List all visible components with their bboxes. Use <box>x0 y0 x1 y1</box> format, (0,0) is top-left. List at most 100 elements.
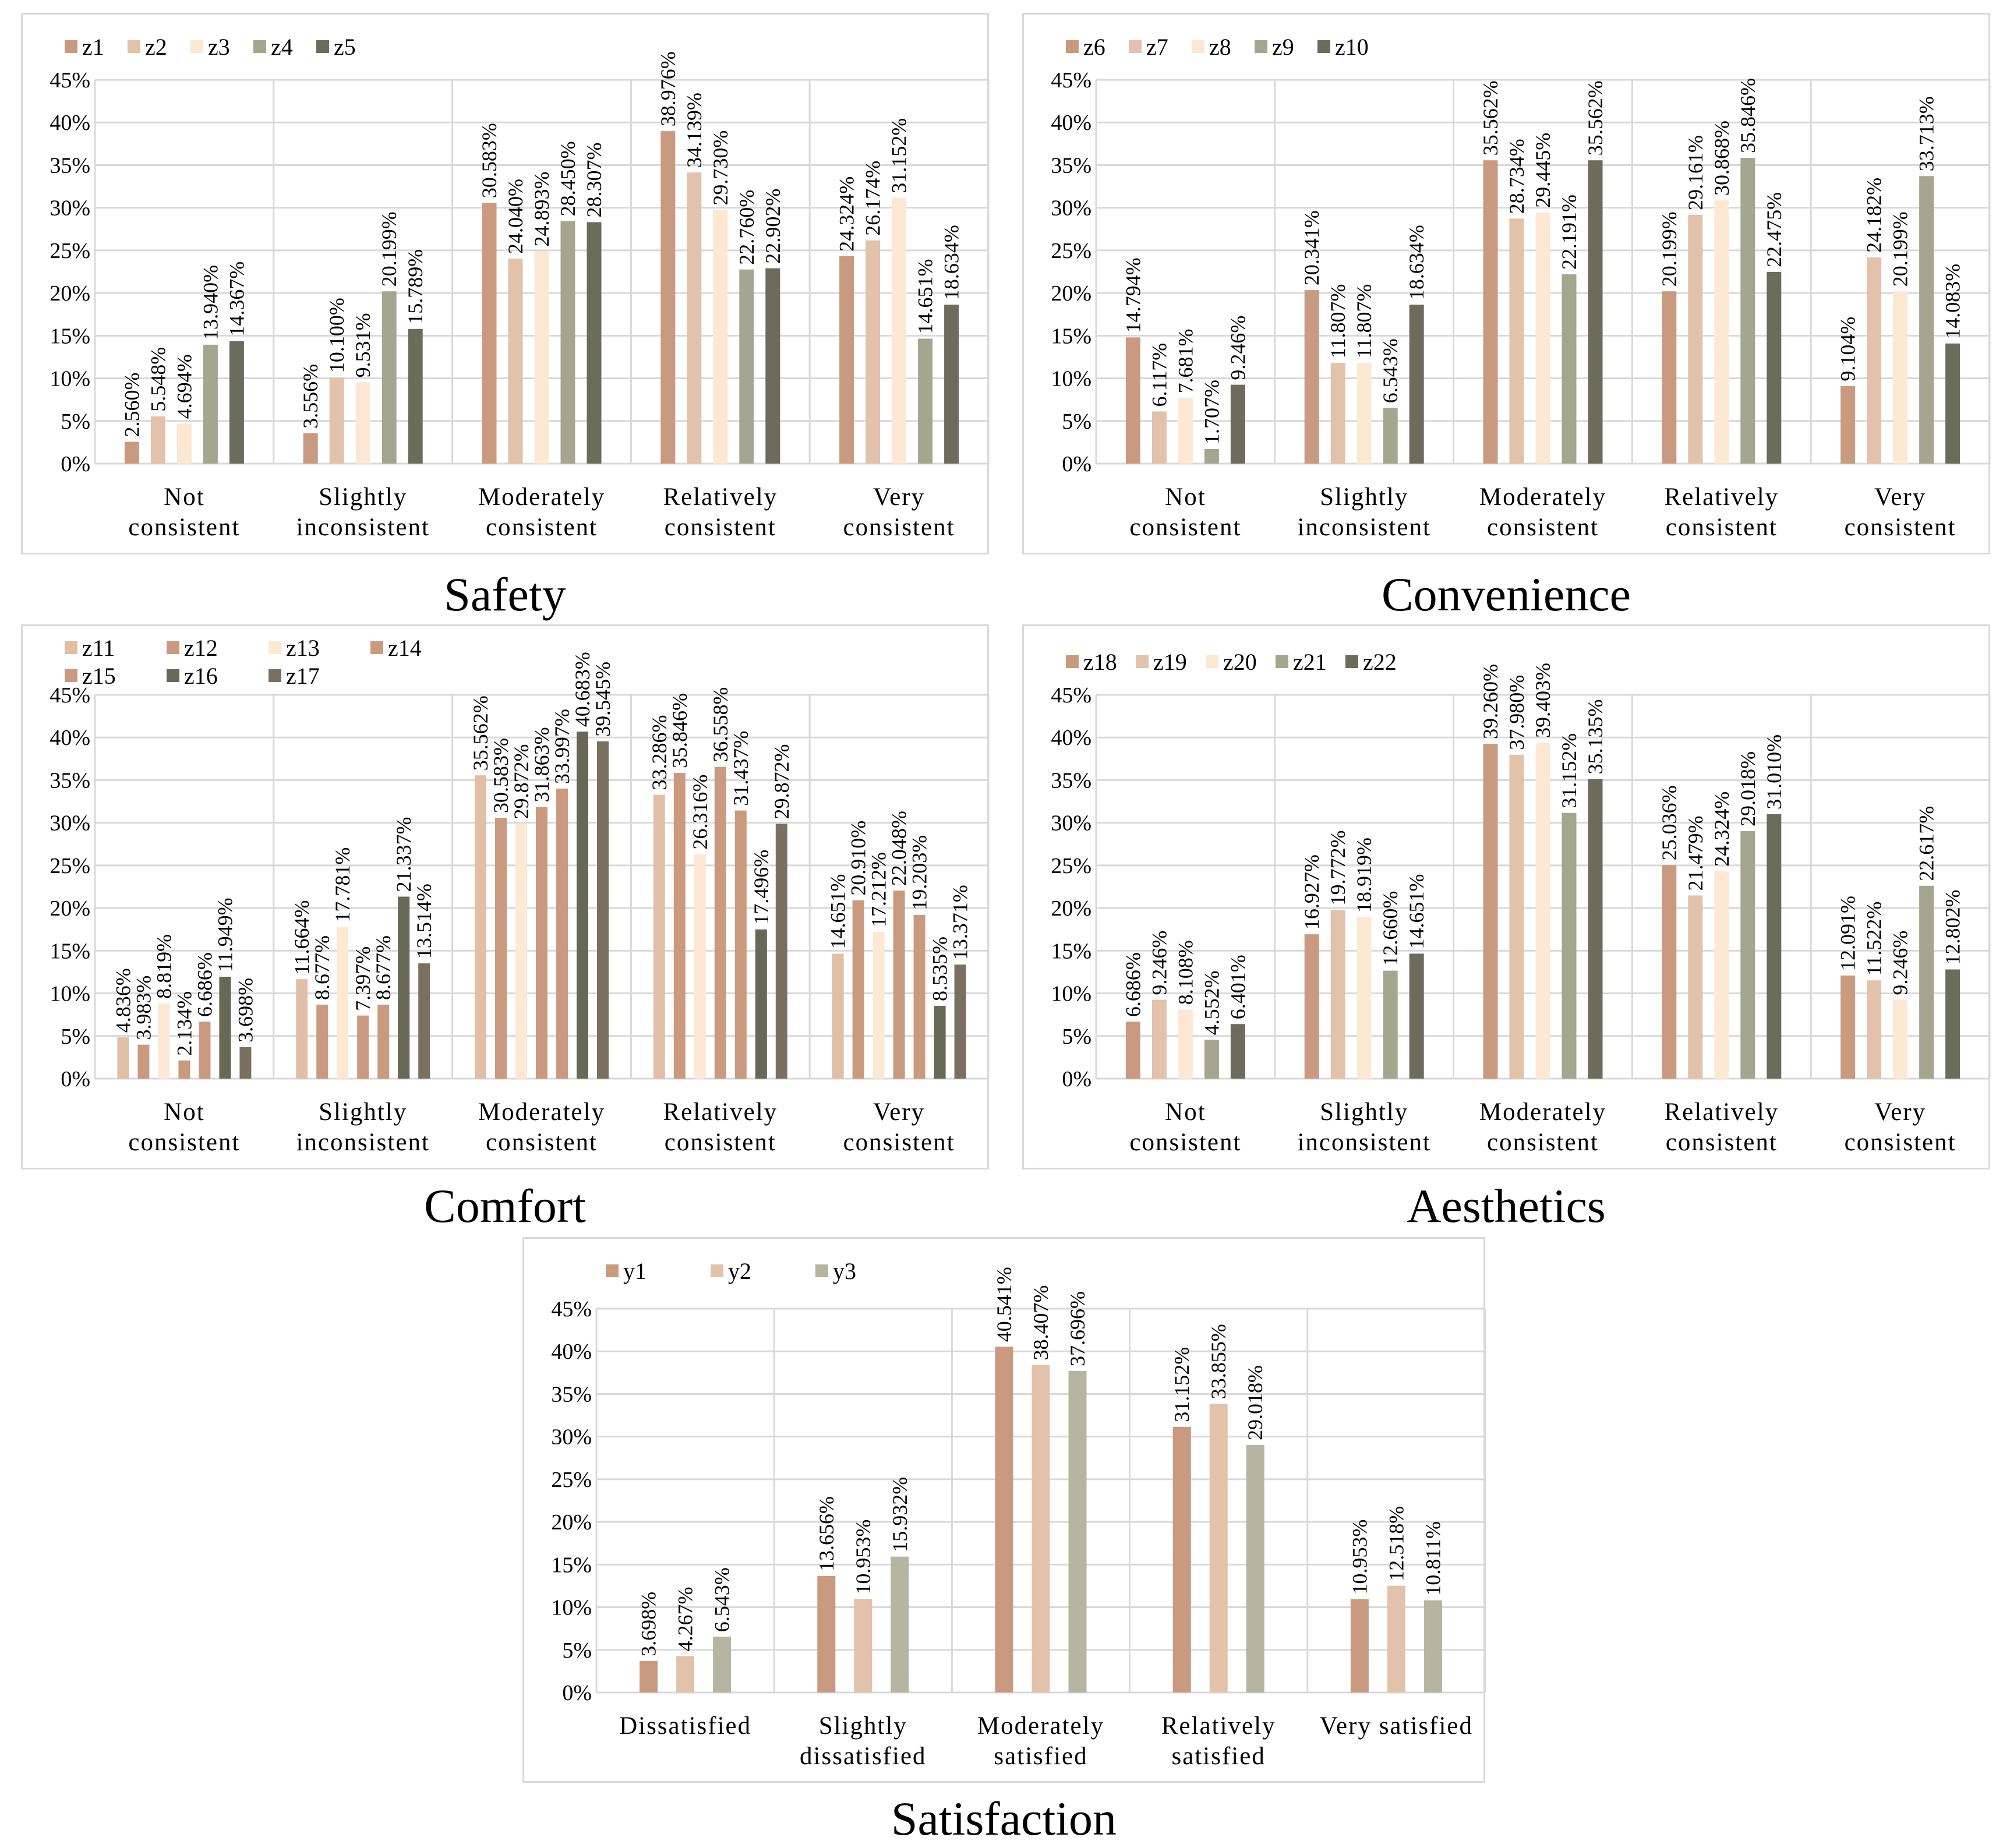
bar-z19 <box>1867 980 1882 1079</box>
data-label-z14: 31.863% <box>530 727 553 802</box>
bar-z15 <box>377 1004 390 1079</box>
legend-label-z1: z1 <box>82 34 104 60</box>
data-label-z9: 35.846% <box>1736 78 1760 153</box>
bar-z8 <box>1714 200 1729 464</box>
bar-y2 <box>1209 1404 1228 1692</box>
data-label-z22: 31.010% <box>1762 734 1786 810</box>
category-label: Relatively <box>1161 1712 1276 1740</box>
bar-z16 <box>219 977 231 1079</box>
data-label-y3: 37.696% <box>1066 1291 1089 1366</box>
category-label: Moderately <box>1479 1098 1606 1126</box>
bar-z6 <box>1841 386 1856 464</box>
bar-z6 <box>1304 290 1319 464</box>
legend-swatch-z3 <box>190 40 203 53</box>
data-label-z15: 19.203% <box>908 835 931 910</box>
data-label-z13: 17.781% <box>331 847 354 923</box>
y-tick-label: 30% <box>1051 811 1091 836</box>
category-label: inconsistent <box>296 1129 429 1156</box>
category-label: consistent <box>1129 514 1241 541</box>
bar-z17 <box>775 824 787 1079</box>
y-tick-label: 25% <box>1051 239 1091 263</box>
legend-swatch-z13 <box>269 641 281 654</box>
data-label-z21: 22.617% <box>1915 806 1938 881</box>
bar-z15 <box>199 1022 211 1079</box>
bar-z22 <box>1409 953 1424 1079</box>
legend-label-z16: z16 <box>184 663 218 689</box>
bar-z1 <box>660 131 676 464</box>
bar-z22 <box>1767 814 1782 1079</box>
data-label-z4: 14.651% <box>914 259 937 334</box>
category-label: dissatisfied <box>800 1743 926 1770</box>
data-label-y2: 10.953% <box>852 1520 875 1595</box>
data-label-z8: 7.681% <box>1174 329 1197 394</box>
legend-swatch-z16 <box>167 669 179 682</box>
bar-z8 <box>1893 291 1908 464</box>
data-label-z1: 30.583% <box>478 123 501 198</box>
bar-z16 <box>398 896 410 1079</box>
data-label-z7: 24.182% <box>1863 178 1886 253</box>
data-label-z9: 6.543% <box>1379 338 1402 403</box>
category-label: Moderately <box>1479 483 1606 511</box>
data-label-z4: 20.199% <box>377 211 401 287</box>
data-label-z4: 22.760% <box>735 190 758 265</box>
category-label: consistent <box>128 514 240 541</box>
bar-z5 <box>765 268 780 464</box>
data-label-z14: 7.397% <box>351 946 375 1011</box>
category-label: Dissatisfied <box>619 1712 751 1740</box>
y-tick-label: 10% <box>50 982 90 1006</box>
y-tick-label: 5% <box>562 1638 592 1663</box>
data-label-y3: 29.018% <box>1244 1365 1267 1440</box>
y-tick-label: 45% <box>1051 68 1091 93</box>
chart-aesthetics: 0% 5% 10% 15% 20% 25% 30% 35% 40% 45% 6.686% 16.927… <box>1051 649 1991 1156</box>
bar-y2 <box>1387 1585 1405 1692</box>
bar-z20 <box>1356 917 1372 1079</box>
bar-z2 <box>508 258 523 464</box>
data-label-z4: 13.940% <box>199 265 222 340</box>
bar-z16 <box>577 732 588 1079</box>
bar-z10 <box>1409 305 1424 464</box>
data-label-z22: 14.651% <box>1405 874 1428 949</box>
data-label-z16: 40.683% <box>571 652 594 727</box>
bar-z19 <box>1688 895 1703 1079</box>
legend-swatch-z19 <box>1136 655 1149 668</box>
legend-swatch-y1 <box>606 1264 619 1277</box>
legend-swatch-z12 <box>167 641 179 654</box>
bar-z19 <box>1509 754 1524 1079</box>
bar-z9 <box>1204 449 1219 464</box>
data-label-z15: 6.686% <box>193 952 216 1017</box>
bar-z17 <box>239 1047 252 1079</box>
y-tick-label: 25% <box>1051 854 1091 878</box>
data-label-z11: 11.664% <box>290 900 313 975</box>
y-tick-label: 20% <box>551 1510 592 1535</box>
data-label-z3: 9.531% <box>351 313 375 377</box>
data-label-z3: 29.730% <box>709 130 732 206</box>
legend-label-y2: y2 <box>728 1258 751 1284</box>
data-label-z17: 13.514% <box>412 884 436 959</box>
data-label-z1: 3.556% <box>299 364 322 429</box>
y-tick-label: 25% <box>50 239 90 263</box>
bar-z21 <box>1204 1040 1219 1079</box>
data-label-z6: 20.341% <box>1300 210 1323 285</box>
bar-y3 <box>1423 1600 1442 1692</box>
bar-z8 <box>1178 398 1193 464</box>
category-label: satisfied <box>994 1743 1087 1770</box>
legend-swatch-z5 <box>316 40 329 53</box>
bar-z7 <box>1867 257 1882 464</box>
data-label-y1: 10.953% <box>1348 1520 1371 1595</box>
data-label-z2: 24.040% <box>504 179 527 254</box>
caption-comfort: Comfort <box>424 1179 586 1232</box>
bar-z15 <box>913 914 925 1079</box>
bar-y2 <box>1031 1365 1050 1692</box>
data-label-y3: 6.543% <box>711 1567 734 1632</box>
data-label-z11: 35.562% <box>469 695 492 771</box>
legend-label-z2: z2 <box>145 34 167 60</box>
category-label: Moderately <box>478 483 605 511</box>
data-label-z3: 24.893% <box>530 171 553 246</box>
data-label-z8: 11.807% <box>1352 284 1376 358</box>
data-label-z10: 18.634% <box>1405 225 1428 300</box>
bar-y3 <box>1068 1370 1087 1692</box>
y-tick-label: 20% <box>1051 281 1091 306</box>
data-label-z8: 20.199% <box>1889 211 1912 287</box>
legend-swatch-z14 <box>370 641 383 654</box>
bar-z13 <box>337 927 349 1079</box>
